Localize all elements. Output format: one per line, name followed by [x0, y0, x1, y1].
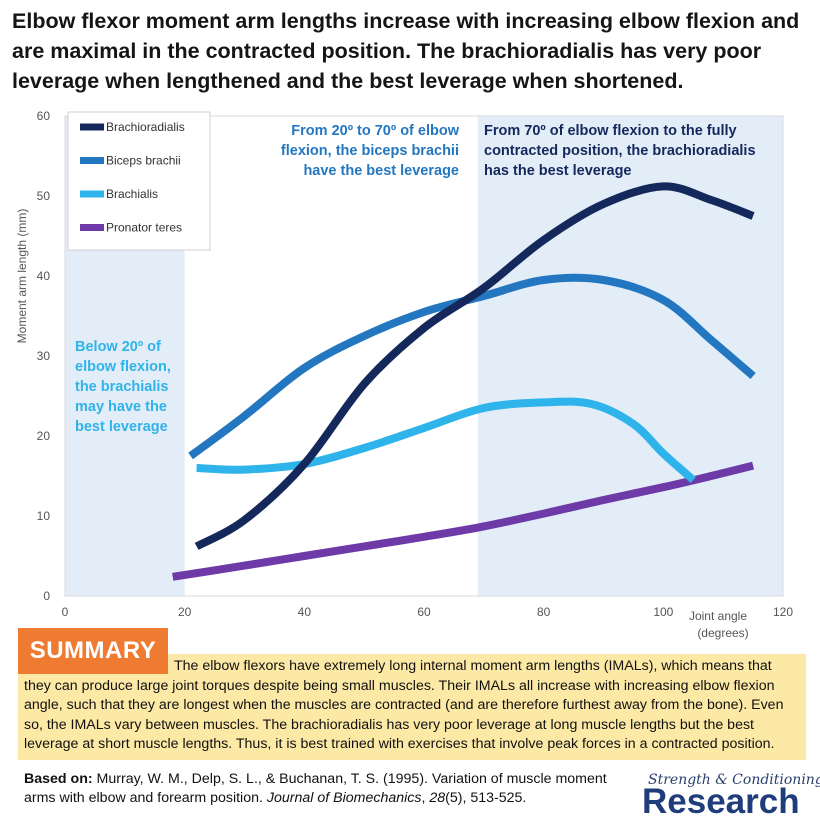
y-tick-label: 40: [37, 269, 51, 283]
x-axis-label-line1: Joint angle: [689, 609, 747, 623]
x-tick-label: 120: [773, 605, 793, 619]
y-axis-label: Moment arm length (mm): [15, 209, 29, 344]
annotation-line: flexion, the biceps brachii: [281, 143, 459, 159]
annotation-line: From 20º to 70º of elbow: [291, 123, 459, 139]
y-tick-label: 10: [37, 509, 51, 523]
y-tick-label: 30: [37, 349, 51, 363]
y-tick-label: 0: [43, 589, 50, 603]
annotation-line: Below 20º of: [75, 339, 161, 355]
legend-label: Brachialis: [106, 187, 158, 201]
x-axis-label-line2: (degrees): [697, 626, 748, 640]
annotation-line: has the best leverage: [484, 163, 632, 179]
annotation-line: the brachialis: [75, 379, 168, 395]
y-tick-label: 60: [37, 109, 51, 123]
citation-volume: 28: [429, 790, 446, 806]
annotations: Below 20º of elbow flexion, the brachialis…: [75, 123, 756, 435]
x-tick-label: 80: [537, 605, 551, 619]
citation-authors: Murray, W. M., Delp, S. L., & Buchanan, …: [24, 771, 607, 806]
annotation-line: contracted position, the brachioradialis: [484, 143, 756, 159]
moment-arm-chart: 0 10 20 30 40 50 60 0 20 40 60 80 100 120 Moment arm…: [15, 109, 794, 640]
legend-label: Brachioradialis: [106, 120, 185, 134]
annotation-line: have the best leverage: [303, 163, 459, 179]
x-axis-ticks: 0 20 40 60 80 100 120: [62, 605, 794, 619]
logo-tagline: Strength & Conditioning: [648, 772, 820, 788]
citation-rest: (5), 513-525.: [445, 790, 527, 806]
logo-wordmark: Research: [642, 782, 800, 821]
annotation-line: elbow flexion,: [75, 359, 171, 375]
series-line-pronator-teres: [172, 461, 755, 581]
x-tick-label: 20: [178, 605, 192, 619]
series-line-brachioradialis: [194, 182, 755, 550]
annotation-line: may have the: [75, 399, 167, 415]
legend-label: Pronator teres: [106, 221, 182, 235]
y-tick-label: 20: [37, 429, 51, 443]
y-tick-label: 50: [37, 189, 51, 203]
citation: Based on: Murray, W. M., Delp, S. L., & …: [24, 771, 607, 806]
series-lines: [172, 182, 756, 581]
annotation-line: best leverage: [75, 419, 168, 435]
legend-label: Biceps brachii: [106, 154, 181, 168]
series-line-brachialis: [196, 397, 696, 484]
page-title: Elbow flexor moment arm lengths increase…: [12, 9, 800, 93]
x-tick-label: 40: [298, 605, 312, 619]
citation-label: Based on:: [24, 771, 93, 787]
shaded-region-1: [477, 116, 783, 596]
summary-badge: SUMMARY: [18, 628, 168, 674]
annotation-line: From 70º of elbow flexion to the fully: [484, 123, 737, 139]
citation-journal: Journal of Biomechanics: [266, 790, 422, 806]
legend: Brachioradialis Biceps brachii Brachialis P…: [67, 111, 211, 251]
summary-text: The elbow flexors have extremely long in…: [24, 658, 784, 753]
x-tick-label: 0: [62, 605, 69, 619]
x-tick-label: 60: [417, 605, 431, 619]
plot-frame: [64, 115, 784, 597]
x-tick-label: 100: [653, 605, 673, 619]
y-axis-ticks: 0 10 20 30 40 50 60: [37, 109, 51, 603]
